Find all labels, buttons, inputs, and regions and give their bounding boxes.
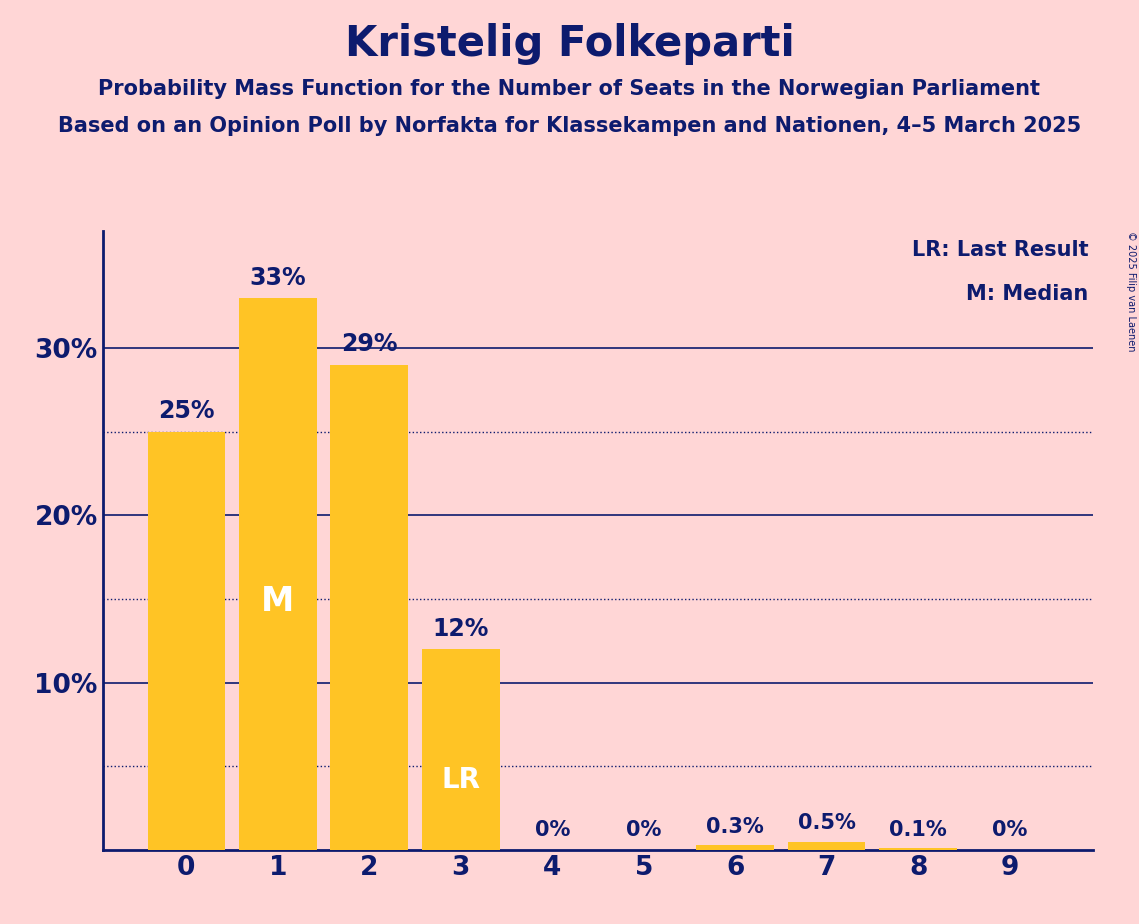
Text: Probability Mass Function for the Number of Seats in the Norwegian Parliament: Probability Mass Function for the Number… (98, 79, 1041, 99)
Text: 12%: 12% (433, 617, 489, 641)
Bar (788, 842, 866, 850)
Bar (148, 432, 226, 850)
Text: M: Median: M: Median (966, 284, 1089, 304)
Bar (239, 298, 317, 850)
Text: 25%: 25% (158, 399, 214, 423)
Text: 0%: 0% (992, 820, 1027, 840)
Text: 33%: 33% (249, 265, 306, 289)
Bar (330, 365, 408, 850)
Bar (879, 848, 957, 850)
Text: Based on an Opinion Poll by Norfakta for Klassekampen and Nationen, 4–5 March 20: Based on an Opinion Poll by Norfakta for… (58, 116, 1081, 136)
Text: 0.1%: 0.1% (890, 820, 947, 840)
Text: 0%: 0% (534, 820, 570, 840)
Text: LR: Last Result: LR: Last Result (912, 240, 1089, 261)
Text: LR: LR (441, 766, 481, 794)
Text: © 2025 Filip van Laenen: © 2025 Filip van Laenen (1126, 231, 1136, 351)
Text: 0.3%: 0.3% (706, 817, 764, 837)
Bar (421, 650, 500, 850)
Bar (696, 845, 775, 850)
Text: 29%: 29% (341, 333, 398, 357)
Text: Kristelig Folkeparti: Kristelig Folkeparti (345, 23, 794, 65)
Text: 0%: 0% (626, 820, 662, 840)
Text: M: M (261, 585, 295, 618)
Text: 0.5%: 0.5% (797, 813, 855, 833)
